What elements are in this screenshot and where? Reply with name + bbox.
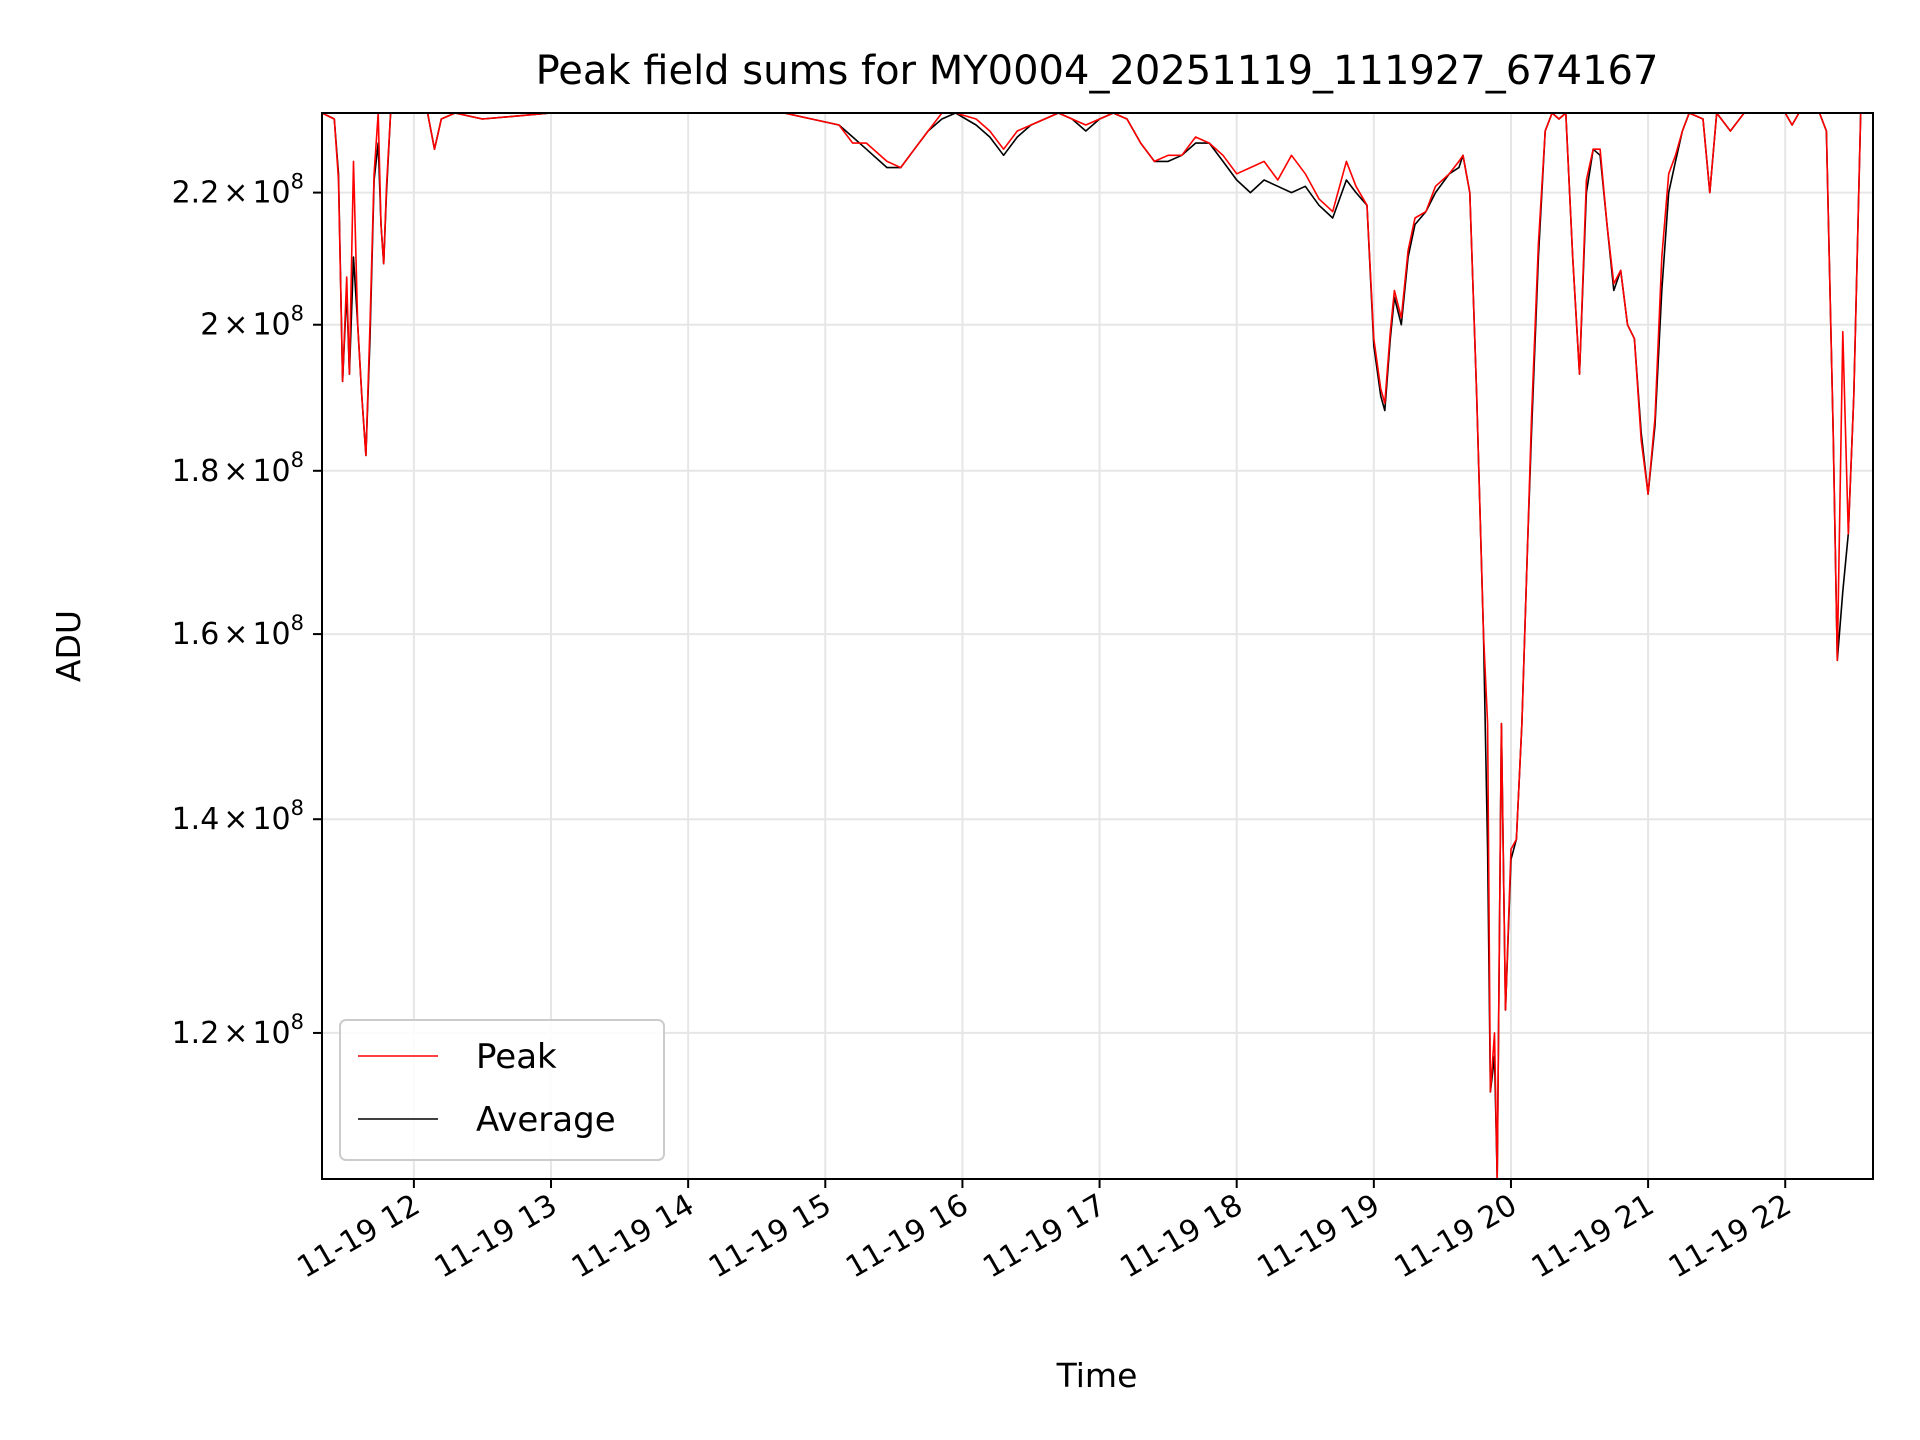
y-tick-times: × xyxy=(223,454,248,489)
y-tick-times: × xyxy=(223,617,248,652)
legend-label-peak: Peak xyxy=(476,1037,557,1077)
y-tick-times: × xyxy=(223,176,248,211)
y-tick-mantissa: 2 xyxy=(200,308,219,343)
y-tick-base: 10 xyxy=(252,454,290,489)
y-tick-exponent: 8 xyxy=(291,170,304,194)
y-tick-mantissa: 1.6 xyxy=(172,617,220,652)
y-tick-label: 1.6 × 108 xyxy=(172,611,304,652)
x-axis-title: Time xyxy=(1056,1356,1138,1395)
y-tick-times: × xyxy=(223,1016,248,1051)
y-tick-base: 10 xyxy=(252,617,290,652)
y-tick-exponent: 8 xyxy=(291,796,304,820)
y-axis-title: ADU xyxy=(49,610,88,682)
plot-frame xyxy=(321,112,1874,1180)
y-tick-mantissa: 1.8 xyxy=(172,454,220,489)
grid-lines xyxy=(322,113,1873,1179)
y-tick-exponent: 8 xyxy=(291,1010,304,1034)
y-tick-mantissa: 1.2 xyxy=(172,1016,220,1051)
y-tick-label: 1.4 × 108 xyxy=(172,796,304,837)
y-tick-label: 2.2 × 108 xyxy=(172,170,304,211)
y-tick-label: 2 × 108 xyxy=(200,302,304,343)
y-tick-label: 1.2 × 108 xyxy=(172,1010,304,1051)
y-tick-mantissa: 2.2 xyxy=(172,176,220,211)
legend-box xyxy=(339,1019,665,1161)
chart-title: Peak field sums for MY0004_20251119_1119… xyxy=(536,48,1659,94)
legend-label-average: Average xyxy=(476,1100,616,1140)
y-tick-exponent: 8 xyxy=(291,611,304,635)
y-tick-base: 10 xyxy=(252,1016,290,1051)
y-tick-base: 10 xyxy=(252,308,290,343)
y-tick-base: 10 xyxy=(252,176,290,211)
y-tick-exponent: 8 xyxy=(291,302,304,326)
y-tick-mantissa: 1.4 xyxy=(172,802,220,837)
legend: Peak Average xyxy=(339,1019,665,1161)
y-tick-times: × xyxy=(223,308,248,343)
y-tick-base: 10 xyxy=(252,802,290,837)
y-tick-times: × xyxy=(223,802,248,837)
y-tick-label: 1.8 × 108 xyxy=(172,448,304,489)
y-tick-exponent: 8 xyxy=(291,448,304,472)
